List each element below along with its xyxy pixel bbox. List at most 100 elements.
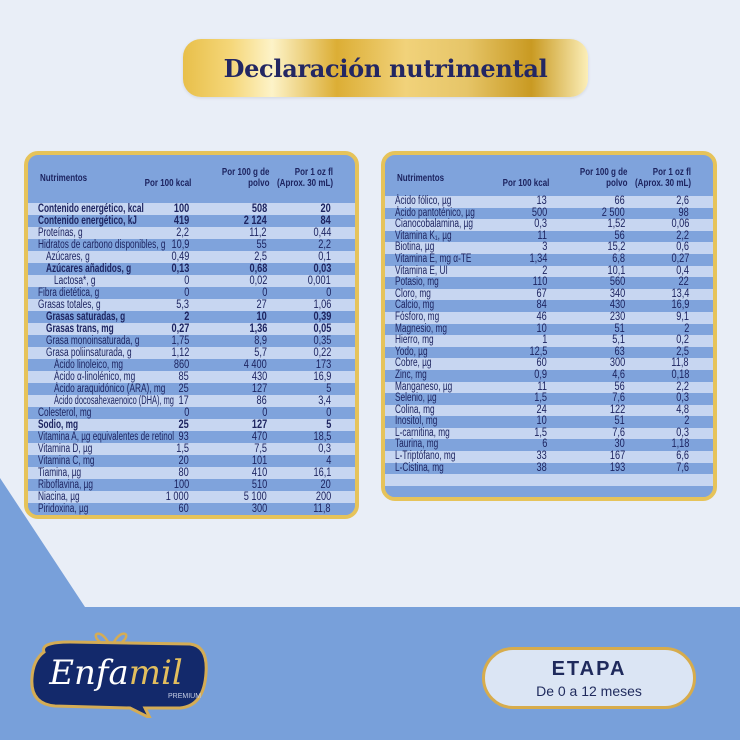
value-per100g: 7,6 [612, 392, 625, 405]
header-per100g-line2: polvo [605, 178, 627, 189]
stage-range: De 0 a 12 meses [536, 683, 642, 699]
table-row: Vitamina A, µg equivalentes de retinol 93… [28, 431, 355, 443]
value-per100kcal: 85 [178, 371, 189, 383]
value-peroz: 0,2 [676, 334, 689, 347]
nutrition-table-left: Nutrimentos Por 100 kcal Por 100 g de pol… [24, 151, 359, 519]
value-per100kcal: 1 [541, 334, 547, 347]
table-row [385, 474, 713, 486]
value-peroz: 0,22 [313, 347, 331, 359]
value-per100kcal: 1,5 [176, 443, 189, 455]
nutrient-name: Taurina, mg [395, 438, 439, 451]
table-row: Vitamina C, mg 20 101 4 [28, 455, 355, 467]
nutrient-name: Cobre, µg [395, 357, 432, 370]
table-row: Zinc, mg 0,9 4,6 0,18 [385, 368, 713, 382]
value-per100g: 230 [609, 310, 625, 323]
nutrient-name: Calcio, mg [395, 299, 435, 312]
nutrient-name: Cloro, mg [395, 287, 431, 300]
nutrient-name: L-carnitina, mg [395, 426, 450, 439]
table-row: Tiamina, µg 80 410 16,1 [28, 467, 355, 479]
nutrient-name: Riboflavina, µg [38, 479, 93, 491]
value-peroz: 173 [315, 359, 331, 371]
stage-title: ETAPA [551, 658, 627, 680]
table-row: Ácido araquidónico (ARA), mg 25 127 5 [28, 383, 355, 395]
value-peroz: 0,27 [671, 252, 689, 265]
value-per100kcal: 17 [178, 395, 189, 407]
value-peroz: 4,8 [676, 403, 689, 416]
value-peroz: 0,1 [318, 251, 331, 263]
value-per100g: 10,1 [607, 264, 625, 277]
value-peroz: 0,03 [313, 263, 331, 275]
value-per100kcal: 1,34 [529, 252, 547, 265]
table-row: Inositol, mg 10 51 2 [385, 416, 713, 428]
value-per100kcal: 12,5 [529, 345, 547, 358]
value-peroz: 0,35 [313, 335, 331, 347]
table-row: Cobre, µg 60 300 11,8 [385, 358, 713, 370]
value-per100kcal: 0 [183, 287, 189, 299]
table-row: Contenido energético, kcal 100 508 20 [28, 203, 355, 215]
header-nutrient: Nutrimentos [40, 173, 88, 184]
value-peroz: 20 [320, 479, 331, 491]
nutrient-name: Tiamina, µg [38, 467, 82, 479]
nutrient-name: Hidratos de carbono disponibles, g [38, 239, 166, 251]
value-peroz: 0,3 [318, 443, 331, 455]
header-per100g: Por 100 g de polvo [579, 167, 627, 189]
value-per100g: 27 [256, 299, 267, 311]
value-per100kcal: 24 [536, 403, 547, 416]
value-per100kcal: 1 000 [165, 491, 189, 503]
nutrient-name: Selenio, µg [395, 392, 437, 405]
value-per100g: 300 [251, 503, 267, 515]
value-peroz: 18,5 [313, 431, 331, 443]
value-per100g: 127 [251, 419, 267, 431]
nutrient-name: Inositol, mg [395, 415, 438, 428]
nutrition-table-right: Nutrimentos Por 100 kcal Por 100 g de pol… [381, 151, 717, 501]
table-row: Grasas trans, mg 0,27 1,36 0,05 [28, 323, 355, 335]
value-per100kcal: 1,5 [534, 426, 547, 439]
table-body: Contenido energético, kcal 100 508 20 Conten… [28, 203, 355, 515]
table-body: Ácido fólico, µg 13 66 2,6 Ácido pantoténico… [385, 195, 713, 497]
value-per100g: 5,7 [254, 347, 267, 359]
nutrient-name: Zinc, mg [395, 368, 427, 381]
value-per100g: 470 [251, 431, 267, 443]
value-per100kcal: 1,75 [171, 335, 189, 347]
nutrient-name: Grasas trans, mg [46, 323, 114, 335]
enfamil-logo: Enfamil PREMIUM [30, 628, 210, 722]
value-peroz: 84 [320, 215, 331, 227]
value-per100g: 508 [251, 203, 267, 215]
header-per100g: Por 100 g de polvo [221, 167, 269, 189]
nutrient-name: Grasa monoinsaturada, g [46, 335, 140, 347]
nutrient-name: Azúcares añadidos, g [46, 263, 132, 275]
value-peroz: 16,9 [671, 299, 689, 312]
value-per100g: 4 400 [243, 359, 267, 371]
value-per100kcal: 93 [178, 431, 189, 443]
table-row: Colina, mg 24 122 4,8 [385, 403, 713, 417]
table-row: Ácido fólico, µg 13 66 2,6 [385, 195, 713, 208]
value-per100g: 1,52 [607, 218, 625, 231]
table-row: Lactosa*, g 0 0,02 0,001 [28, 275, 355, 287]
value-peroz: 3,4 [318, 395, 331, 407]
value-per100g: 0,68 [249, 263, 267, 275]
svg-text:PREMIUM: PREMIUM [168, 693, 201, 700]
value-peroz: 2,2 [318, 239, 331, 251]
nutrient-name: Ácido docosahexaenoico (DHA), mg [54, 395, 174, 407]
table-row: Vitamina K₁, µg 11 56 2,2 [385, 230, 713, 243]
value-peroz: 0,06 [671, 218, 689, 231]
table-row: Azúcares añadidos, g 0,13 0,68 0,03 [28, 263, 355, 275]
title-banner: Declaración nutrimental [183, 39, 588, 97]
table-header: Nutrimentos Por 100 kcal Por 100 g de pol… [385, 155, 713, 196]
nutrient-name: Fósforo, mg [395, 310, 440, 323]
value-per100kcal: 2 [541, 264, 547, 277]
table-row: Proteínas, g 2,2 11,2 0,44 [28, 227, 355, 239]
nutrient-name: Ácido α-linolénico, mg [54, 371, 136, 383]
value-peroz: 7,6 [676, 461, 689, 474]
value-per100g: 0 [261, 287, 267, 299]
value-per100g: 5 100 [243, 491, 267, 503]
nutrient-name: Hierro, mg [395, 334, 434, 347]
value-per100kcal: 419 [173, 215, 189, 227]
header-nutrient: Nutrimentos [397, 173, 445, 184]
value-peroz: 0 [325, 287, 331, 299]
value-per100kcal: 33 [536, 450, 547, 463]
table-row: Hierro, mg 1 5,1 0,2 [385, 335, 713, 347]
value-per100g: 127 [251, 383, 267, 395]
table-row: Ácido docosahexaenoico (DHA), mg 17 86 3,4 [28, 395, 355, 407]
value-peroz: 0,6 [676, 241, 689, 254]
